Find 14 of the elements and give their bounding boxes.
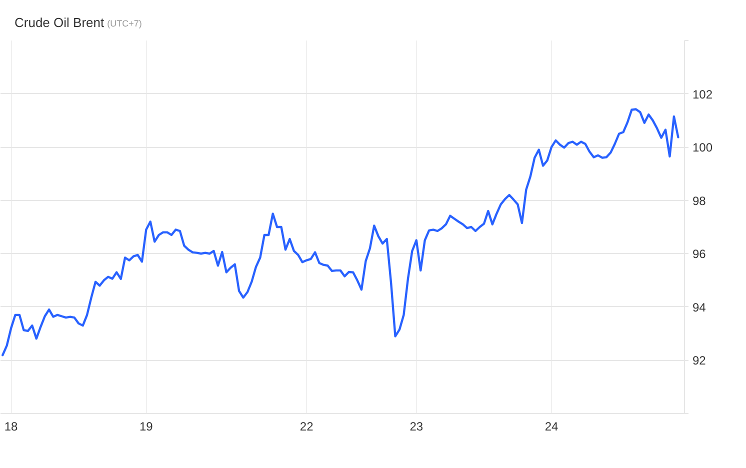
- y-tick-label: 96: [692, 247, 706, 262]
- x-tick-label: 24: [544, 420, 558, 434]
- chart-subtitle: (UTC+7): [107, 18, 142, 28]
- y-tick-label: 94: [692, 300, 706, 314]
- x-tick-label: 19: [139, 420, 154, 434]
- x-tick-label: 23: [410, 420, 424, 434]
- chart-title: Crude Oil Brent: [14, 15, 104, 30]
- y-tick-label: 98: [692, 194, 706, 208]
- y-tick-label: 102: [692, 87, 713, 102]
- line-series: [2, 108, 680, 356]
- x-tick-label: 22: [300, 420, 314, 434]
- y-tick-label: 100: [692, 140, 713, 155]
- x-tick-label: 18: [4, 420, 18, 434]
- y-tick-label: 92: [692, 354, 706, 368]
